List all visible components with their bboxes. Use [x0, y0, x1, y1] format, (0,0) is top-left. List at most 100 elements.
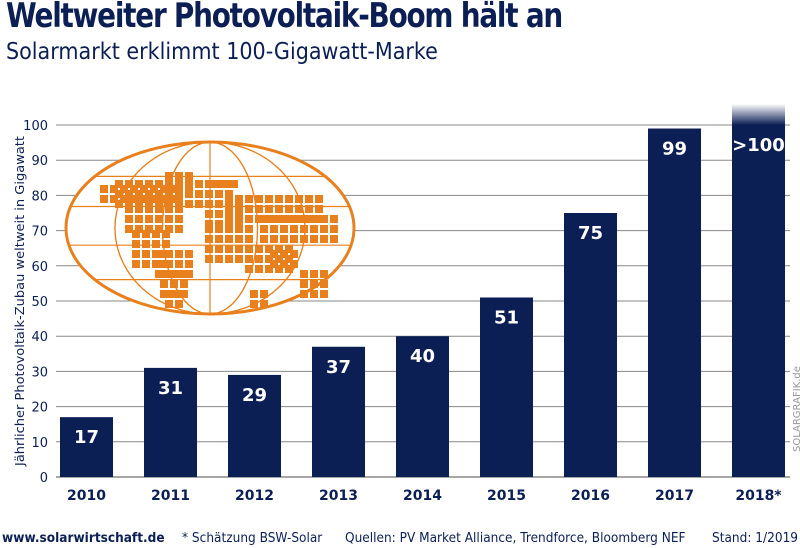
- land-tile: [160, 290, 168, 298]
- land-tile: [165, 250, 173, 258]
- land-tile: [175, 172, 183, 180]
- land-tile: [120, 185, 128, 193]
- land-tile: [235, 220, 243, 228]
- land-tile: [245, 225, 253, 233]
- y-tick-label: 30: [31, 365, 48, 380]
- land-tile: [300, 215, 308, 223]
- land-tile: [125, 225, 133, 233]
- land-tile: [235, 225, 243, 233]
- land-tile: [225, 180, 233, 188]
- land-tile: [275, 265, 283, 273]
- land-tile: [135, 180, 143, 188]
- land-tile: [245, 215, 253, 223]
- land-tile: [330, 215, 338, 223]
- land-tile: [300, 270, 308, 278]
- land-tile: [155, 250, 163, 258]
- land-tile: [275, 215, 283, 223]
- land-tile: [310, 290, 318, 298]
- land-tile: [175, 290, 183, 298]
- y-axis-label: Jährlicher Photovoltaik-Zubau weltweit i…: [12, 136, 27, 467]
- land-tile: [320, 290, 328, 298]
- land-tile: [255, 205, 263, 213]
- land-tile: [170, 185, 178, 193]
- land-tile: [310, 280, 318, 288]
- land-tile: [165, 200, 173, 208]
- land-tile: [245, 205, 253, 213]
- land-tile: [175, 195, 183, 203]
- land-tile: [155, 215, 163, 223]
- land-tile: [100, 185, 108, 193]
- land-tile: [175, 215, 183, 223]
- land-tile: [265, 205, 273, 213]
- y-tick-label: 40: [31, 330, 48, 345]
- land-tile: [235, 205, 243, 213]
- land-tile: [225, 255, 233, 263]
- land-tile: [135, 225, 143, 233]
- land-tile: [255, 255, 263, 263]
- land-tile: [165, 182, 173, 190]
- land-tile: [320, 280, 328, 288]
- land-tile: [225, 200, 233, 208]
- land-tile: [255, 245, 263, 253]
- land-tile: [280, 225, 288, 233]
- land-tile: [270, 225, 278, 233]
- bar-value-label: 17: [74, 427, 99, 448]
- land-tile: [215, 200, 223, 208]
- land-tile: [170, 290, 178, 298]
- land-tile: [132, 260, 140, 268]
- land-tile: [145, 195, 153, 203]
- land-tile: [165, 260, 173, 268]
- land-tile: [270, 260, 278, 268]
- bar-value-label: 37: [326, 357, 351, 378]
- land-tile: [320, 225, 328, 233]
- land-tile: [265, 195, 273, 203]
- land-tile: [160, 280, 168, 288]
- land-tile: [235, 195, 243, 203]
- land-tile: [315, 205, 323, 213]
- land-tile: [275, 205, 283, 213]
- land-tile: [155, 195, 163, 203]
- land-tile: [155, 205, 163, 213]
- land-tile: [170, 270, 178, 278]
- credit-watermark: SOLARGRAFIK.de: [792, 366, 800, 452]
- land-tile: [150, 195, 158, 203]
- land-tile: [260, 215, 268, 223]
- land-tile: [310, 235, 318, 243]
- x-tick-label: 2016: [571, 488, 610, 504]
- land-tile: [170, 195, 178, 203]
- land-tile: [300, 280, 308, 288]
- land-tile: [330, 235, 338, 243]
- land-tile: [155, 190, 163, 198]
- land-tile: [215, 180, 223, 188]
- land-tile: [155, 200, 163, 208]
- land-tile: [130, 195, 138, 203]
- x-tick-label: 2011: [151, 488, 190, 504]
- land-tile: [165, 225, 173, 233]
- land-tile: [115, 200, 123, 208]
- y-tick-label: 90: [31, 154, 48, 169]
- chart-title: Weltweiter Photovoltaik-Boom hält an: [6, 0, 563, 36]
- land-tile: [185, 172, 193, 180]
- y-tick-label: 60: [31, 260, 48, 275]
- land-tile: [205, 235, 213, 243]
- bar-fade: [732, 103, 785, 125]
- land-tile: [265, 255, 273, 263]
- land-tile: [235, 235, 243, 243]
- x-tick-label: 2012: [235, 488, 274, 504]
- land-tile: [125, 205, 133, 213]
- bar: [228, 374, 281, 477]
- land-tile: [165, 300, 173, 308]
- land-tile: [180, 270, 188, 278]
- bar: [312, 346, 365, 477]
- land-tile: [125, 215, 133, 223]
- land-tile: [115, 190, 123, 198]
- bar-value-label: 40: [410, 346, 435, 367]
- land-tile: [265, 265, 273, 273]
- land-tile: [245, 195, 253, 203]
- bar-value-label: 31: [158, 378, 183, 399]
- land-tile: [155, 270, 163, 278]
- land-tile: [305, 205, 313, 213]
- land-tile: [280, 215, 288, 223]
- land-tile: [320, 235, 328, 243]
